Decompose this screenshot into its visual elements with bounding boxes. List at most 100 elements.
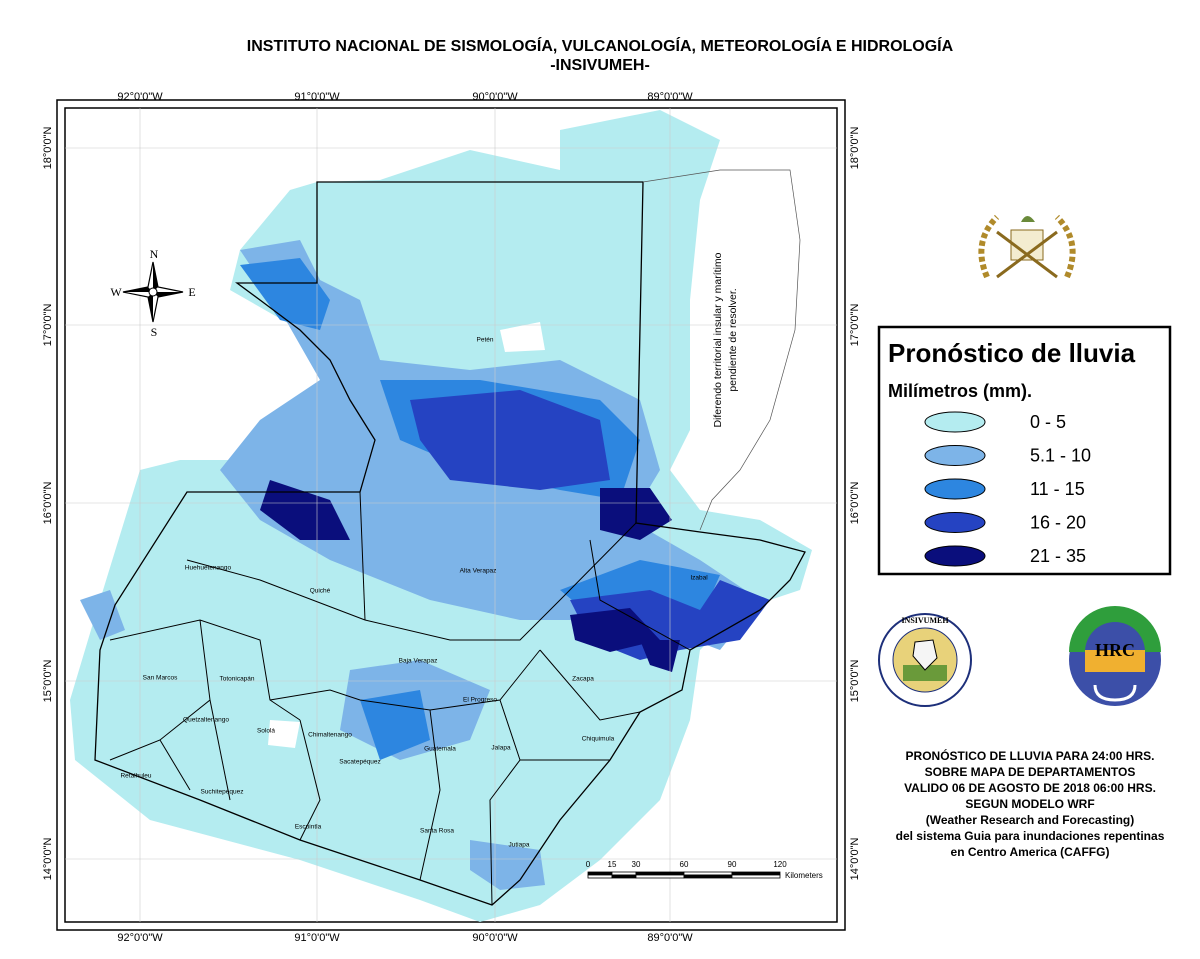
latitude-label: 18°0'0"N <box>849 127 861 170</box>
rain-region <box>410 390 610 490</box>
department-label: Zacapa <box>572 676 594 683</box>
legend-label: 11 - 15 <box>1030 479 1085 499</box>
department-border <box>489 699 521 906</box>
department-label: Escuintla <box>295 824 322 831</box>
department-label: Petén <box>477 337 494 344</box>
legend-swatch <box>924 478 986 500</box>
department-label: Quetzaltenango <box>183 717 229 724</box>
latitude-label: 16°0'0"N <box>42 482 54 525</box>
scale-segment <box>587 871 613 876</box>
department-label: Jutiapa <box>509 842 530 849</box>
legend-swatch <box>924 545 986 567</box>
latitude-label: 16°0'0"N <box>849 482 861 525</box>
latitude-label: 15°0'0"N <box>42 660 54 703</box>
scale-segment <box>683 871 733 876</box>
legend-swatch <box>924 445 986 466</box>
compass-w: W <box>110 285 122 299</box>
legend-label: 21 - 35 <box>1030 546 1086 566</box>
legend-unit: Milímetros (mm). <box>888 381 1032 401</box>
department-border <box>159 739 191 791</box>
department-label: Quiché <box>310 588 331 595</box>
rain-region <box>470 840 545 890</box>
compass-s: S <box>151 325 158 339</box>
longitude-label: 92°0'0"W <box>117 91 163 103</box>
legend-label: 5.1 - 10 <box>1030 445 1091 465</box>
department-label: Santa Rosa <box>420 828 454 835</box>
header-title: INSTITUTO NACIONAL DE SISMOLOGÍA, VULCAN… <box>247 36 954 55</box>
legend-items: 0 - 5 5.1 - 10 11 - 15 16 - 20 21 - 35 <box>924 411 1091 567</box>
department-border <box>109 619 301 721</box>
department-border <box>589 539 691 651</box>
scale-segment <box>611 871 637 876</box>
scale-segment <box>587 874 613 879</box>
country-border <box>94 181 806 906</box>
department-border <box>359 491 366 621</box>
hrc-logo <box>1069 606 1161 706</box>
no-data-region <box>500 322 545 352</box>
info-line: SEGUN MODELO WRF <box>965 797 1094 811</box>
scale-segment <box>683 874 733 879</box>
info-line: del sistema Guia para inundaciones repen… <box>896 829 1165 843</box>
department-border <box>299 719 321 841</box>
department-label: Retalhuleu <box>120 773 151 780</box>
map-layers: Petén Huehuetenango Quiché Alta Verapaz Izab… <box>65 108 837 922</box>
longitude-label: 90°0'0"W <box>472 91 518 103</box>
scale-segment <box>635 871 685 876</box>
department-label: Totonicapán <box>219 676 254 683</box>
department-label: Chimaltenango <box>308 732 352 739</box>
department-border <box>419 709 441 881</box>
rain-region <box>260 480 350 540</box>
department-label: Guatemala <box>424 746 456 753</box>
legend-swatch <box>924 411 986 433</box>
scale-label: 90 <box>728 860 737 869</box>
insivumeh-logo <box>878 613 972 707</box>
scale-segment <box>731 871 781 876</box>
longitude-label: 89°0'0"W <box>647 932 693 944</box>
scale-segment <box>635 874 685 879</box>
department-border <box>364 522 637 641</box>
coat-of-arms <box>978 214 1076 279</box>
longitude-label: 91°0'0"W <box>294 91 340 103</box>
scale-label: 15 <box>608 860 617 869</box>
disputed-border <box>642 169 801 531</box>
longitude-label: 90°0'0"W <box>472 932 518 944</box>
no-data-region <box>268 720 300 748</box>
department-label: Alta Verapaz <box>460 568 497 575</box>
legend-label: 16 - 20 <box>1030 512 1086 532</box>
latitude-label: 15°0'0"N <box>849 660 861 703</box>
department-label: San Marcos <box>143 675 178 682</box>
compass-rose <box>122 261 184 323</box>
scale-label: 0 <box>586 860 591 869</box>
scale-label: 120 <box>773 860 787 869</box>
department-border <box>209 699 231 801</box>
department-border <box>539 649 641 721</box>
latitude-label: 14°0'0"N <box>42 838 54 881</box>
rain-region <box>570 608 660 652</box>
rain-region <box>80 590 125 640</box>
department-label: Izabal <box>690 575 708 582</box>
scale-segment <box>611 874 637 879</box>
compass-e: E <box>188 285 195 299</box>
latitude-label: 14°0'0"N <box>849 838 861 881</box>
info-line: VALIDO 06 DE AGOSTO DE 2018 06:00 HRS. <box>904 781 1156 795</box>
department-label: Baja Verapaz <box>399 658 438 665</box>
header-subtitle: -INSIVUMEH- <box>550 57 650 74</box>
rain-region <box>240 258 330 330</box>
map-frame-outer <box>56 99 846 931</box>
longitude-label: 91°0'0"W <box>294 932 340 944</box>
department-label: Sololá <box>257 728 275 735</box>
legend-swatch <box>924 512 986 533</box>
latitude-label: 17°0'0"N <box>42 304 54 347</box>
disputed-note: pendiente de resolver. <box>727 288 739 391</box>
legend-title: Pronóstico de lluvia <box>888 338 1136 368</box>
info-block: PRONÓSTICO DE LLUVIA PARA 24:00 HRS. SOBR… <box>896 748 1165 859</box>
department-label: Sacatepéquez <box>339 759 381 766</box>
disputed-note: Diferendo territorial insular y marítimo <box>712 252 724 427</box>
latitude-label: 18°0'0"N <box>42 127 54 170</box>
map: Petén Huehuetenango Quiché Alta Verapaz Izab… <box>42 91 861 944</box>
department-border <box>269 649 541 711</box>
scale-label: 60 <box>680 860 689 869</box>
info-line: SOBRE MAPA DE DEPARTAMENTOS <box>925 765 1136 779</box>
legend-label: 0 - 5 <box>1030 412 1066 432</box>
